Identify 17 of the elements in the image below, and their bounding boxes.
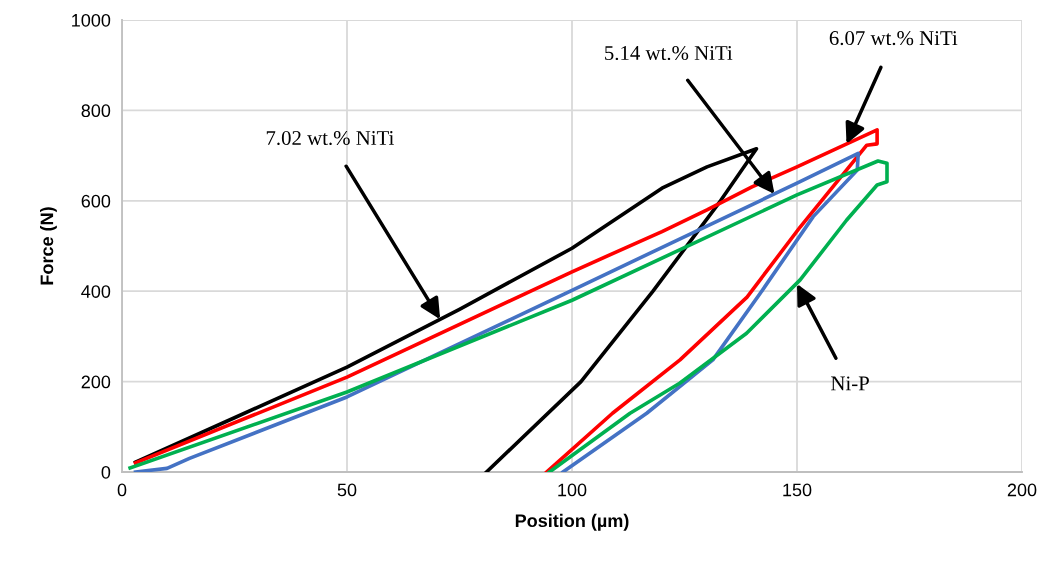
x-tick-label: 0 [117, 483, 127, 497]
annotation: 6.07 wt.% NiTi [829, 31, 958, 46]
x-tick-label: 200 [1007, 483, 1037, 497]
y-tick-label: 0 [101, 465, 111, 479]
x-axis-title: Position (µm) [515, 513, 629, 531]
x-tick-label: 150 [783, 483, 812, 497]
annotation: 7.02 wt.% NiTi [266, 130, 394, 146]
y-tick-label: 800 [81, 104, 111, 118]
x-tick-label: 100 [558, 483, 587, 497]
y-tick-label: 600 [81, 194, 111, 208]
annotation: 5.14 wt.% NiTi [605, 45, 733, 61]
y-tick-label: 1000 [72, 13, 111, 27]
x-tick-label: 50 [337, 483, 357, 497]
annotation: Ni-P [831, 376, 869, 391]
y-tick-label: 400 [81, 285, 111, 298]
y-axis-title: Force (N) [40, 207, 57, 285]
y-tick-label: 200 [81, 375, 111, 389]
